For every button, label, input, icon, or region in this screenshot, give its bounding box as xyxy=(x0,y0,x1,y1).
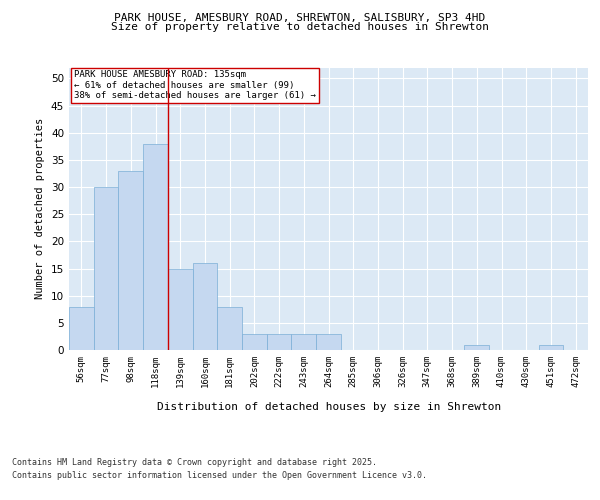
Text: PARK HOUSE AMESBURY ROAD: 135sqm
← 61% of detached houses are smaller (99)
38% o: PARK HOUSE AMESBURY ROAD: 135sqm ← 61% o… xyxy=(74,70,316,100)
Bar xyxy=(94,187,118,350)
Bar xyxy=(242,334,267,350)
Bar xyxy=(292,334,316,350)
Bar xyxy=(69,306,94,350)
Text: Size of property relative to detached houses in Shrewton: Size of property relative to detached ho… xyxy=(111,22,489,32)
Text: Distribution of detached houses by size in Shrewton: Distribution of detached houses by size … xyxy=(157,402,501,412)
Bar xyxy=(193,263,217,350)
Bar xyxy=(118,170,143,350)
Bar xyxy=(217,306,242,350)
Text: Contains HM Land Registry data © Crown copyright and database right 2025.: Contains HM Land Registry data © Crown c… xyxy=(12,458,377,467)
Y-axis label: Number of detached properties: Number of detached properties xyxy=(35,118,46,300)
Bar xyxy=(316,334,341,350)
Bar xyxy=(539,344,563,350)
Bar xyxy=(168,268,193,350)
Text: Contains public sector information licensed under the Open Government Licence v3: Contains public sector information licen… xyxy=(12,472,427,480)
Bar xyxy=(464,344,489,350)
Bar xyxy=(143,144,168,350)
Bar xyxy=(267,334,292,350)
Text: PARK HOUSE, AMESBURY ROAD, SHREWTON, SALISBURY, SP3 4HD: PARK HOUSE, AMESBURY ROAD, SHREWTON, SAL… xyxy=(115,12,485,22)
